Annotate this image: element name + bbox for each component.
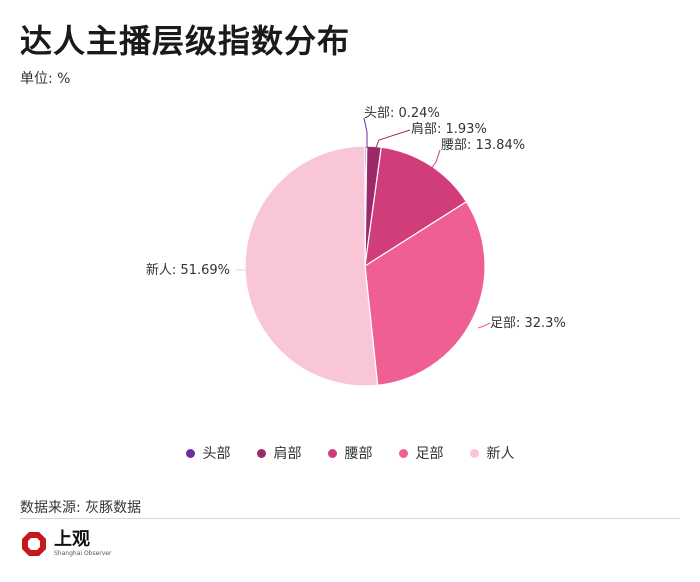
chart-title: 达人主播层级指数分布 xyxy=(20,22,351,60)
legend-swatch xyxy=(327,448,337,458)
logo-text: 上观 xyxy=(54,529,90,550)
slice-label-4: 足部: 32.3% xyxy=(490,316,566,331)
pie-slice-3 xyxy=(364,146,468,268)
slice-label-2: 肩部: 1.93% xyxy=(411,121,487,137)
legend-item-3: 腰部 xyxy=(327,443,373,463)
legend-swatch xyxy=(256,448,266,458)
slice-label-5: 新人: 51.69% xyxy=(146,262,230,278)
pie-slice-4 xyxy=(364,200,486,386)
legend-label: 新人 xyxy=(486,446,515,462)
leader-line-2 xyxy=(374,129,411,151)
leader-line-3 xyxy=(429,149,441,171)
data-source: 数据来源: 灰豚数据 xyxy=(20,500,142,516)
leader-line-4 xyxy=(477,322,491,329)
slice-label-3: 腰部: 13.84% xyxy=(441,138,525,153)
divider xyxy=(20,518,680,519)
publisher-logo: 上观 Shanghai Observer xyxy=(20,530,111,558)
legend-label: 足部 xyxy=(415,446,444,462)
legend-label: 腰部 xyxy=(344,446,373,462)
legend-item-4: 足部 xyxy=(398,443,444,463)
unit-label: 单位: % xyxy=(20,71,71,87)
legend-item-1: 头部 xyxy=(185,443,231,463)
pie-chart: 头部: 0.24%肩部: 1.93%腰部: 13.84% 足部: 32.3% 新人:… xyxy=(146,106,566,387)
leader-line-1 xyxy=(363,117,368,148)
legend-label: 肩部 xyxy=(273,446,302,462)
legend-swatch xyxy=(398,448,408,458)
logo-subtext: Shanghai Observer xyxy=(54,550,112,557)
logo-icon xyxy=(22,532,46,556)
slice-label-1: 头部: 0.24% xyxy=(364,106,440,121)
legend-label: 头部 xyxy=(202,446,231,462)
legend-swatch xyxy=(469,448,479,458)
legend-swatch xyxy=(185,448,195,458)
legend-item-5: 新人 xyxy=(469,443,515,463)
pie-slice-5 xyxy=(244,145,379,387)
legend-item-2: 肩部 xyxy=(256,443,302,463)
legend: 头部 肩部 腰部 足部 新人 xyxy=(0,443,700,463)
